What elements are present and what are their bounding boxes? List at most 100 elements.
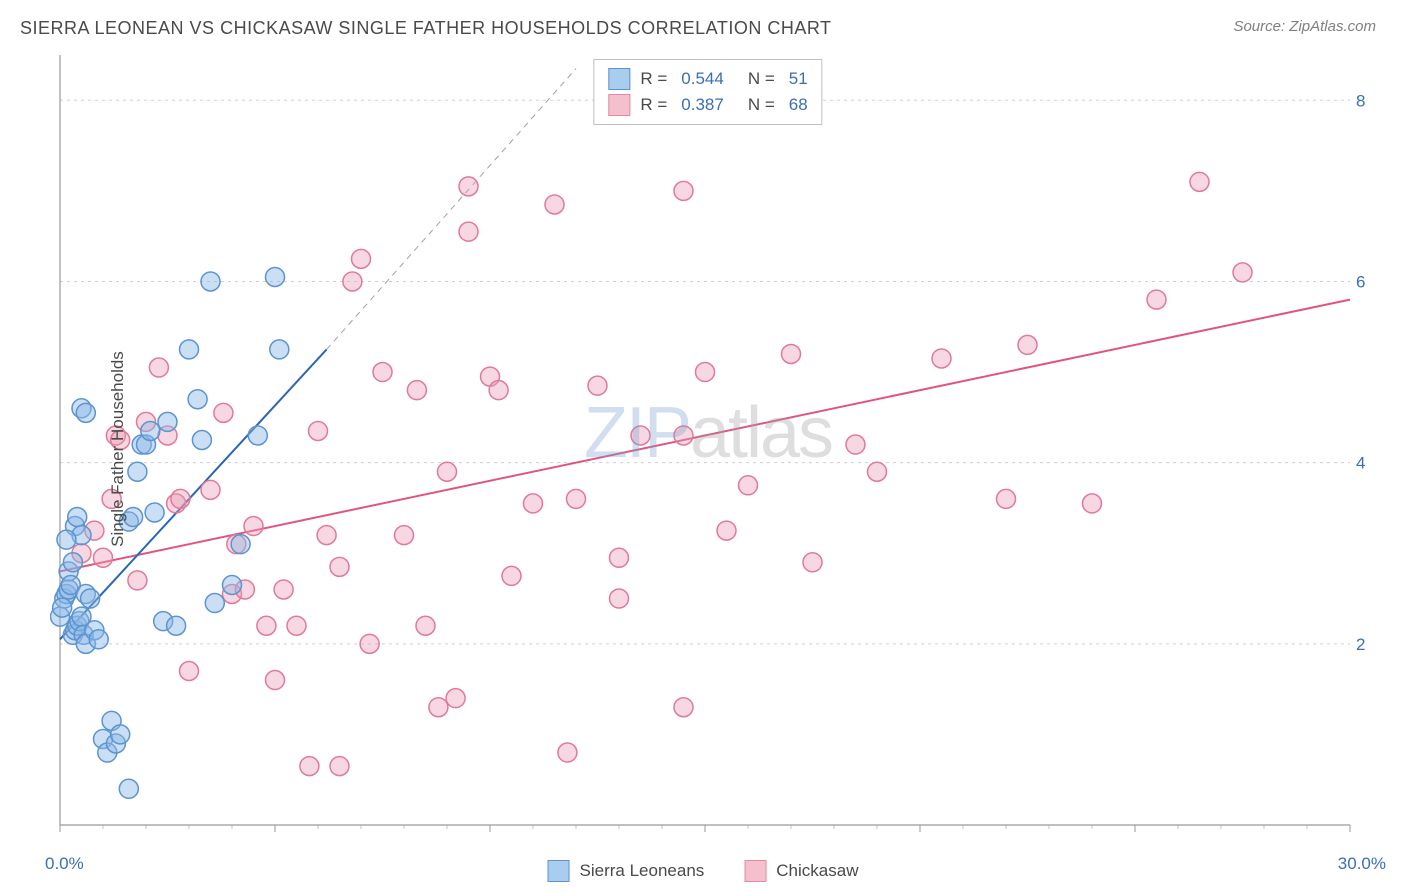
- data-point: [373, 363, 392, 382]
- y-axis-label: Single Father Households: [108, 351, 128, 547]
- data-point: [287, 616, 306, 635]
- legend-swatch: [744, 860, 766, 882]
- data-point: [201, 272, 220, 291]
- source-label: Source: ZipAtlas.com: [1233, 18, 1376, 35]
- data-point: [111, 725, 130, 744]
- data-point: [214, 403, 233, 422]
- data-point: [89, 630, 108, 649]
- data-point: [1147, 290, 1166, 309]
- r-label: R =: [640, 95, 667, 115]
- data-point: [696, 363, 715, 382]
- data-point: [343, 272, 362, 291]
- data-point: [489, 381, 508, 400]
- data-point: [149, 358, 168, 377]
- data-point: [545, 195, 564, 214]
- data-point: [223, 575, 242, 594]
- data-point: [438, 462, 457, 481]
- legend-swatch: [548, 860, 570, 882]
- data-point: [459, 177, 478, 196]
- data-point: [674, 181, 693, 200]
- data-point: [997, 489, 1016, 508]
- data-point: [674, 426, 693, 445]
- r-label: R =: [640, 69, 667, 89]
- data-point: [274, 580, 293, 599]
- data-point: [932, 349, 951, 368]
- data-point: [524, 494, 543, 513]
- data-point: [782, 344, 801, 363]
- data-point: [416, 616, 435, 635]
- chart-title: SIERRA LEONEAN VS CHICKASAW SINGLE FATHE…: [20, 18, 832, 39]
- data-point: [119, 779, 138, 798]
- data-point: [868, 462, 887, 481]
- x-axis-min: 0.0%: [45, 854, 84, 874]
- data-point: [257, 616, 276, 635]
- data-point: [803, 553, 822, 572]
- data-point: [145, 503, 164, 522]
- legend-item: Chickasaw: [744, 860, 858, 882]
- data-point: [68, 508, 87, 527]
- data-point: [352, 249, 371, 268]
- data-point: [167, 616, 186, 635]
- data-point: [674, 698, 693, 717]
- data-point: [244, 517, 263, 536]
- scatter-chart: 2.0% 4.0% 6.0% 8.0%: [50, 55, 1366, 845]
- data-point: [407, 381, 426, 400]
- data-point: [266, 671, 285, 690]
- data-point: [192, 431, 211, 450]
- data-point: [610, 589, 629, 608]
- data-point: [180, 662, 199, 681]
- n-label: N =: [748, 69, 775, 89]
- data-point: [57, 530, 76, 549]
- data-point: [360, 634, 379, 653]
- data-point: [610, 548, 629, 567]
- data-point: [76, 403, 95, 422]
- r-value: 0.387: [681, 95, 724, 115]
- data-point: [266, 267, 285, 286]
- y-tick-label: 4.0%: [1356, 454, 1366, 473]
- legend-label: Chickasaw: [776, 861, 858, 881]
- data-point: [171, 489, 190, 508]
- data-point: [1083, 494, 1102, 513]
- data-point: [330, 557, 349, 576]
- n-value: 68: [789, 95, 808, 115]
- data-point: [317, 526, 336, 545]
- data-point: [717, 521, 736, 540]
- y-tick-label: 6.0%: [1356, 272, 1366, 291]
- data-point: [459, 222, 478, 241]
- legend-row: R =0.544N =51: [608, 66, 807, 92]
- n-label: N =: [748, 95, 775, 115]
- y-tick-label: 2.0%: [1356, 635, 1366, 654]
- data-point: [248, 426, 267, 445]
- data-point: [158, 412, 177, 431]
- data-point: [446, 689, 465, 708]
- legend-swatch: [608, 68, 630, 90]
- data-point: [429, 698, 448, 717]
- data-point: [309, 421, 328, 440]
- data-point: [588, 376, 607, 395]
- data-point: [205, 594, 224, 613]
- data-point: [567, 489, 586, 508]
- y-tick-label: 8.0%: [1356, 91, 1366, 110]
- chart-container: Single Father Households 2.0% 4.0% 6.0% 8.0…: [50, 55, 1366, 842]
- data-point: [201, 480, 220, 499]
- data-point: [128, 462, 147, 481]
- correlation-legend: R =0.544N =51R =0.387N =68: [593, 59, 822, 125]
- data-point: [53, 598, 72, 617]
- data-point: [558, 743, 577, 762]
- legend-swatch: [608, 94, 630, 116]
- legend-item: Sierra Leoneans: [548, 860, 705, 882]
- legend-row: R = 0.387 N = 68: [608, 92, 807, 118]
- legend-label: Sierra Leoneans: [580, 861, 705, 881]
- data-point: [141, 421, 160, 440]
- data-point: [330, 757, 349, 776]
- data-point: [63, 553, 82, 572]
- n-value: 51: [789, 69, 808, 89]
- data-point: [739, 476, 758, 495]
- data-point: [846, 435, 865, 454]
- data-point: [1233, 263, 1252, 282]
- data-point: [395, 526, 414, 545]
- data-point: [81, 589, 100, 608]
- data-point: [270, 340, 289, 359]
- data-point: [1018, 335, 1037, 354]
- data-point: [180, 340, 199, 359]
